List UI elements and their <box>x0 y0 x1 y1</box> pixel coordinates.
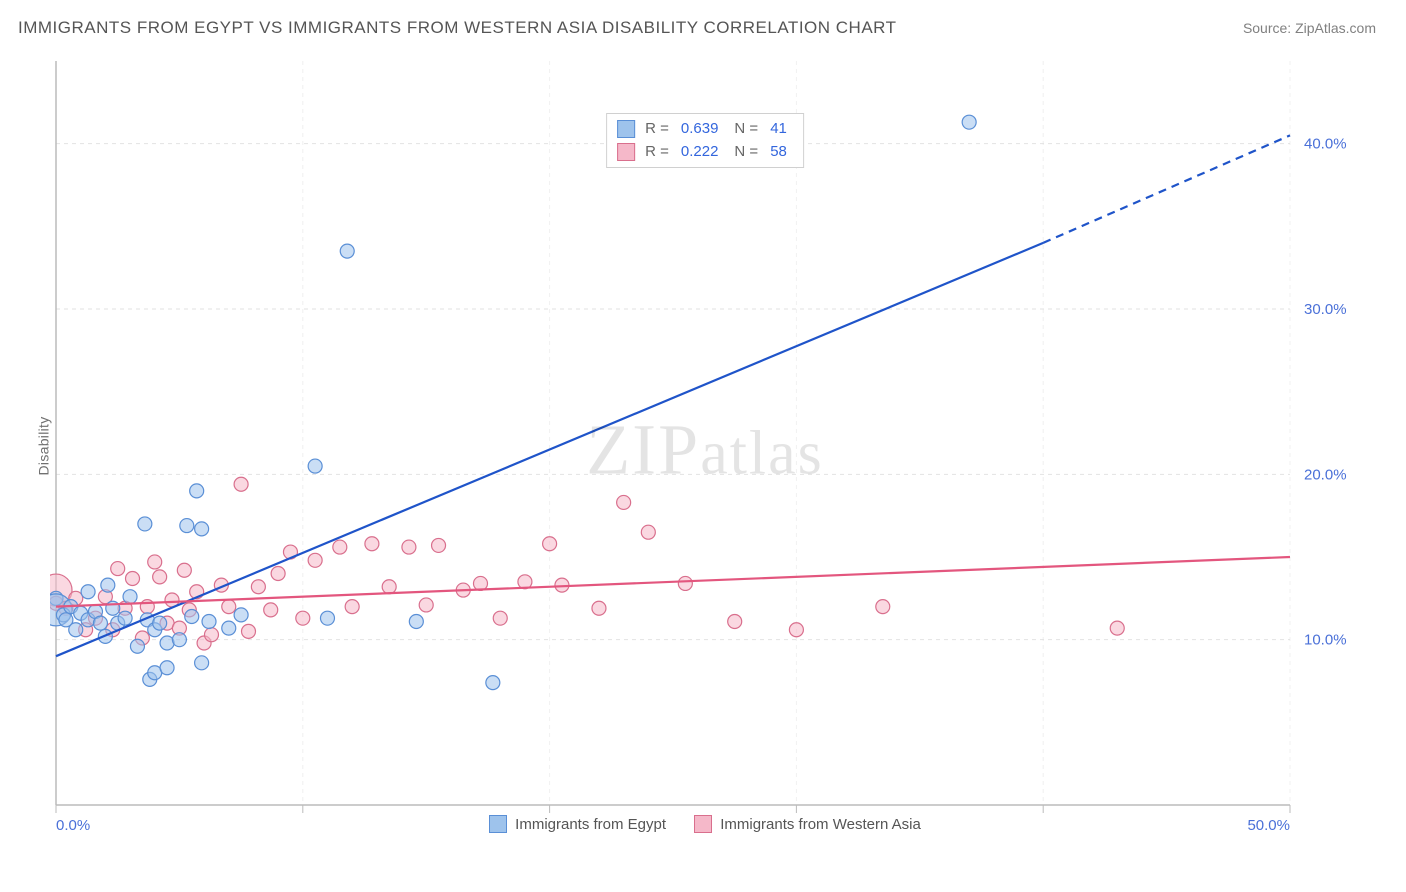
legend-label-egypt: Immigrants from Egypt <box>515 816 666 833</box>
svg-text:20.0%: 20.0% <box>1304 466 1347 483</box>
r-label: R = <box>645 118 669 141</box>
legend-swatch-egypt <box>617 120 635 138</box>
source-text: Source: ZipAtlas.com <box>1243 20 1376 36</box>
legend-swatch-wasia <box>694 815 712 833</box>
n-label: N = <box>734 118 758 141</box>
legend-swatch-egypt <box>489 815 507 833</box>
n-value-egypt: 41 <box>770 118 787 141</box>
legend-stats: R = 0.639 N = 41 R = 0.222 N = 58 <box>606 113 804 168</box>
legend-item-egypt: Immigrants from Egypt <box>489 815 666 833</box>
n-label: N = <box>734 141 758 164</box>
r-value-wasia: 0.222 <box>681 141 719 164</box>
legend-series: Immigrants from Egypt Immigrants from We… <box>50 815 1360 837</box>
svg-text:30.0%: 30.0% <box>1304 301 1347 318</box>
chart-title: IMMIGRANTS FROM EGYPT VS IMMIGRANTS FROM… <box>18 18 897 38</box>
legend-stats-row: R = 0.222 N = 58 <box>617 141 793 164</box>
legend-label-wasia: Immigrants from Western Asia <box>720 816 921 833</box>
scatter-svg: 10.0%20.0%30.0%40.0%0.0%50.0% <box>50 55 1360 845</box>
legend-item-wasia: Immigrants from Western Asia <box>694 815 921 833</box>
plot-area: 10.0%20.0%30.0%40.0%0.0%50.0% ZIPatlas R… <box>50 55 1360 845</box>
legend-swatch-wasia <box>617 143 635 161</box>
n-value-wasia: 58 <box>770 141 787 164</box>
legend-stats-row: R = 0.639 N = 41 <box>617 118 793 141</box>
svg-text:40.0%: 40.0% <box>1304 136 1347 153</box>
r-label: R = <box>645 141 669 164</box>
r-value-egypt: 0.639 <box>681 118 719 141</box>
svg-text:10.0%: 10.0% <box>1304 632 1347 649</box>
